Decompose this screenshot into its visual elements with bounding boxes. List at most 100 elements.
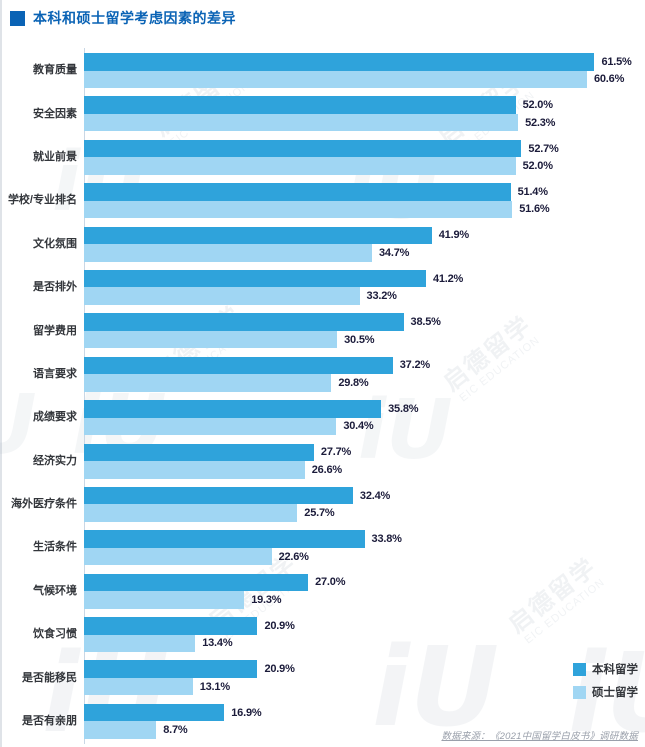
bar-line-master: 13.1% [84, 677, 645, 696]
bar-line-master: 51.6% [84, 200, 645, 219]
bar-line-master: 60.6% [84, 70, 645, 88]
bar-group: 51.4% 51.6% [84, 183, 645, 219]
chart-row: 经济实力 27.7% 26.6% [0, 443, 645, 479]
left-edge-line [0, 0, 2, 747]
category-label: 语言要求 [33, 367, 77, 380]
bar-undergrad [84, 703, 225, 722]
bar-group: 32.4% 25.7% [84, 486, 645, 522]
bar-group: 16.9% 8.7% [84, 703, 645, 739]
bar-line-undergrad: 20.9% [84, 617, 645, 635]
bar-master [84, 330, 338, 349]
value-label-master: 33.2% [366, 290, 397, 303]
value-label-master: 13.4% [202, 637, 233, 650]
bar-group: 35.8% 30.4% [84, 400, 645, 436]
bar-master [84, 287, 360, 305]
value-label-master: 22.6% [278, 550, 309, 563]
chart-row: 是否排外 41.2% 33.2% [0, 269, 645, 305]
bar-undergrad [84, 530, 365, 548]
bar-master [84, 417, 337, 436]
bar-undergrad [84, 443, 314, 462]
bar-group: 27.7% 26.6% [84, 443, 645, 479]
value-label-undergrad: 32.4% [359, 489, 391, 502]
bar-line-undergrad: 41.9% [84, 226, 645, 245]
bar-line-master: 26.6% [84, 461, 645, 479]
bar-undergrad [84, 226, 432, 245]
bar-group: 52.7% 52.0% [84, 139, 645, 175]
bar-undergrad [84, 269, 426, 288]
bar-line-undergrad: 41.2% [84, 269, 645, 288]
value-label-undergrad: 61.5% [601, 55, 632, 68]
bar-line-undergrad: 16.9% [84, 703, 645, 722]
value-label-master: 26.6% [311, 463, 342, 476]
bar-undergrad [84, 313, 404, 331]
bar-group: 33.8% 22.6% [84, 530, 645, 566]
value-label-undergrad: 27.7% [320, 446, 352, 459]
value-label-master: 25.7% [304, 507, 335, 520]
category-label: 是否排外 [33, 281, 77, 294]
legend-item-undergrad: 本科留学 [573, 661, 638, 677]
bar-line-undergrad: 32.4% [84, 486, 645, 505]
value-label-master: 29.8% [338, 376, 369, 389]
bar-master [84, 113, 519, 132]
bar-undergrad [84, 53, 595, 71]
bar-master [84, 504, 298, 522]
category-label: 学校/专业排名 [7, 194, 77, 207]
legend: 本科留学 硕士留学 [573, 661, 638, 700]
value-label-master: 8.7% [163, 724, 188, 737]
value-label-undergrad: 35.8% [388, 402, 419, 415]
category-label: 教育质量 [33, 64, 77, 77]
bar-line-undergrad: 35.8% [84, 400, 645, 418]
bar-line-master: 34.7% [84, 244, 645, 262]
category-label: 成绩要求 [33, 411, 77, 424]
data-source-note: 数据来源：《2021中国留学白皮书》调研数据 [441, 731, 638, 742]
bar-group: 61.5% 60.6% [84, 53, 645, 88]
category-label: 饮食习惯 [33, 628, 77, 641]
chart-row: 是否有亲朋 16.9% 8.7% [0, 703, 645, 739]
bar-master [84, 721, 157, 739]
value-label-undergrad: 27.0% [315, 576, 346, 589]
bar-line-master: 8.7% [84, 721, 645, 739]
bar-line-master: 25.7% [84, 504, 645, 522]
bar-line-master: 30.4% [84, 417, 645, 436]
value-label-master: 52.0% [522, 160, 553, 173]
legend-swatch-undergrad-icon [573, 662, 586, 676]
bar-undergrad [84, 400, 382, 418]
value-label-undergrad: 16.9% [231, 706, 262, 719]
category-label: 是否有亲朋 [22, 715, 77, 728]
bar-line-undergrad: 38.5% [84, 313, 645, 331]
chart-row: 教育质量 61.5% 60.6% [0, 53, 645, 88]
bar-master [84, 547, 272, 566]
value-label-undergrad: 33.8% [371, 533, 402, 546]
legend-label-undergrad: 本科留学 [592, 664, 638, 676]
bar-line-master: 13.4% [84, 634, 645, 653]
value-label-master: 13.1% [199, 680, 230, 693]
bar-line-undergrad: 27.0% [84, 573, 645, 592]
bar-line-master: 22.6% [84, 547, 645, 566]
bar-line-undergrad: 51.4% [84, 183, 645, 201]
bar-undergrad [84, 573, 309, 592]
bar-master [84, 374, 332, 392]
bar-line-master: 33.2% [84, 287, 645, 305]
category-label: 就业前景 [33, 150, 77, 163]
bar-line-undergrad: 52.7% [84, 139, 645, 158]
bar-master [84, 157, 516, 175]
legend-swatch-master-icon [573, 685, 586, 699]
chart-row: 饮食习惯 20.9% 13.4% [0, 617, 645, 653]
chart-row: 就业前景 52.7% 52.0% [0, 139, 645, 175]
value-label-master: 60.6% [593, 73, 625, 86]
bar-line-master: 52.0% [84, 157, 645, 175]
legend-label-master: 硕士留学 [592, 687, 638, 699]
page-title: 本科和硕士留学考虑因素的差异 [33, 10, 236, 26]
value-label-undergrad: 52.0% [522, 99, 553, 112]
bar-master [84, 200, 513, 219]
value-label-master: 34.7% [379, 246, 410, 259]
bar-master [84, 634, 196, 653]
value-label-master: 19.3% [251, 593, 282, 606]
bar-line-undergrad: 33.8% [84, 530, 645, 548]
bar-undergrad [84, 617, 258, 635]
bar-line-undergrad: 61.5% [84, 53, 645, 71]
value-label-undergrad: 52.7% [528, 142, 559, 155]
category-label: 生活条件 [33, 541, 77, 554]
bar-line-master: 30.5% [84, 330, 645, 349]
